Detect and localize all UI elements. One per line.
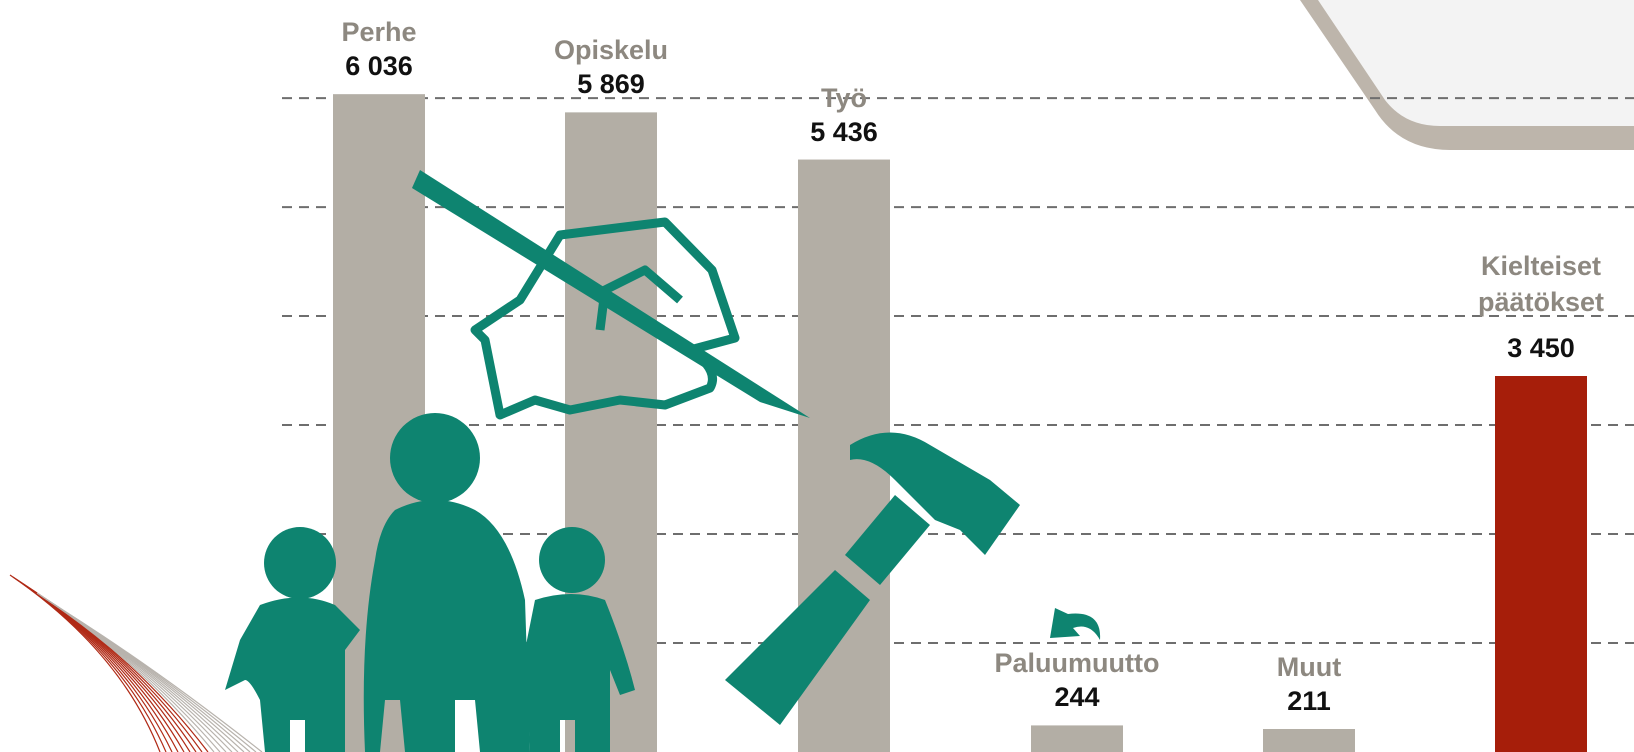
icon-hammer-handle: [725, 570, 870, 725]
corner-panel: [1318, 0, 1634, 126]
fan-line: [60, 608, 263, 752]
icon-child-body: [225, 597, 360, 752]
category-label: Paluumuutto: [994, 648, 1160, 679]
value-label: 211: [1287, 686, 1331, 716]
icons: [225, 413, 1101, 752]
fan-line: [33, 590, 209, 752]
icon-pen: [412, 170, 810, 418]
bar: [1263, 729, 1355, 752]
icon-child-body: [525, 594, 635, 752]
icon-hammer-head: [850, 432, 1020, 555]
value-label: 5 869: [577, 69, 645, 100]
fan-line: [27, 586, 197, 752]
category-label: Kielteiset päätökset: [1477, 251, 1605, 317]
fan-line: [24, 584, 191, 752]
icon-child-head: [264, 527, 336, 599]
icon-hammer-band: [845, 495, 930, 585]
category-label: Työ: [821, 82, 867, 113]
bar: [1495, 376, 1587, 752]
fan-decoration: [9, 574, 263, 752]
icon-return-arrow: [1050, 608, 1101, 640]
fan-line: [21, 582, 185, 752]
value-label: 244: [1054, 682, 1100, 713]
category-label: Opiskelu: [553, 35, 669, 66]
icon-child-head: [539, 527, 605, 593]
category-label: Muut: [1276, 652, 1342, 682]
value-label: 5 436: [810, 116, 878, 147]
icon-adult-head: [390, 413, 480, 503]
bar: [1031, 725, 1123, 752]
value-label: 6 036: [345, 51, 413, 82]
icon-adult-body: [363, 500, 530, 752]
value-label: 3 450: [1507, 333, 1575, 363]
category-label: Perhe: [341, 17, 417, 48]
